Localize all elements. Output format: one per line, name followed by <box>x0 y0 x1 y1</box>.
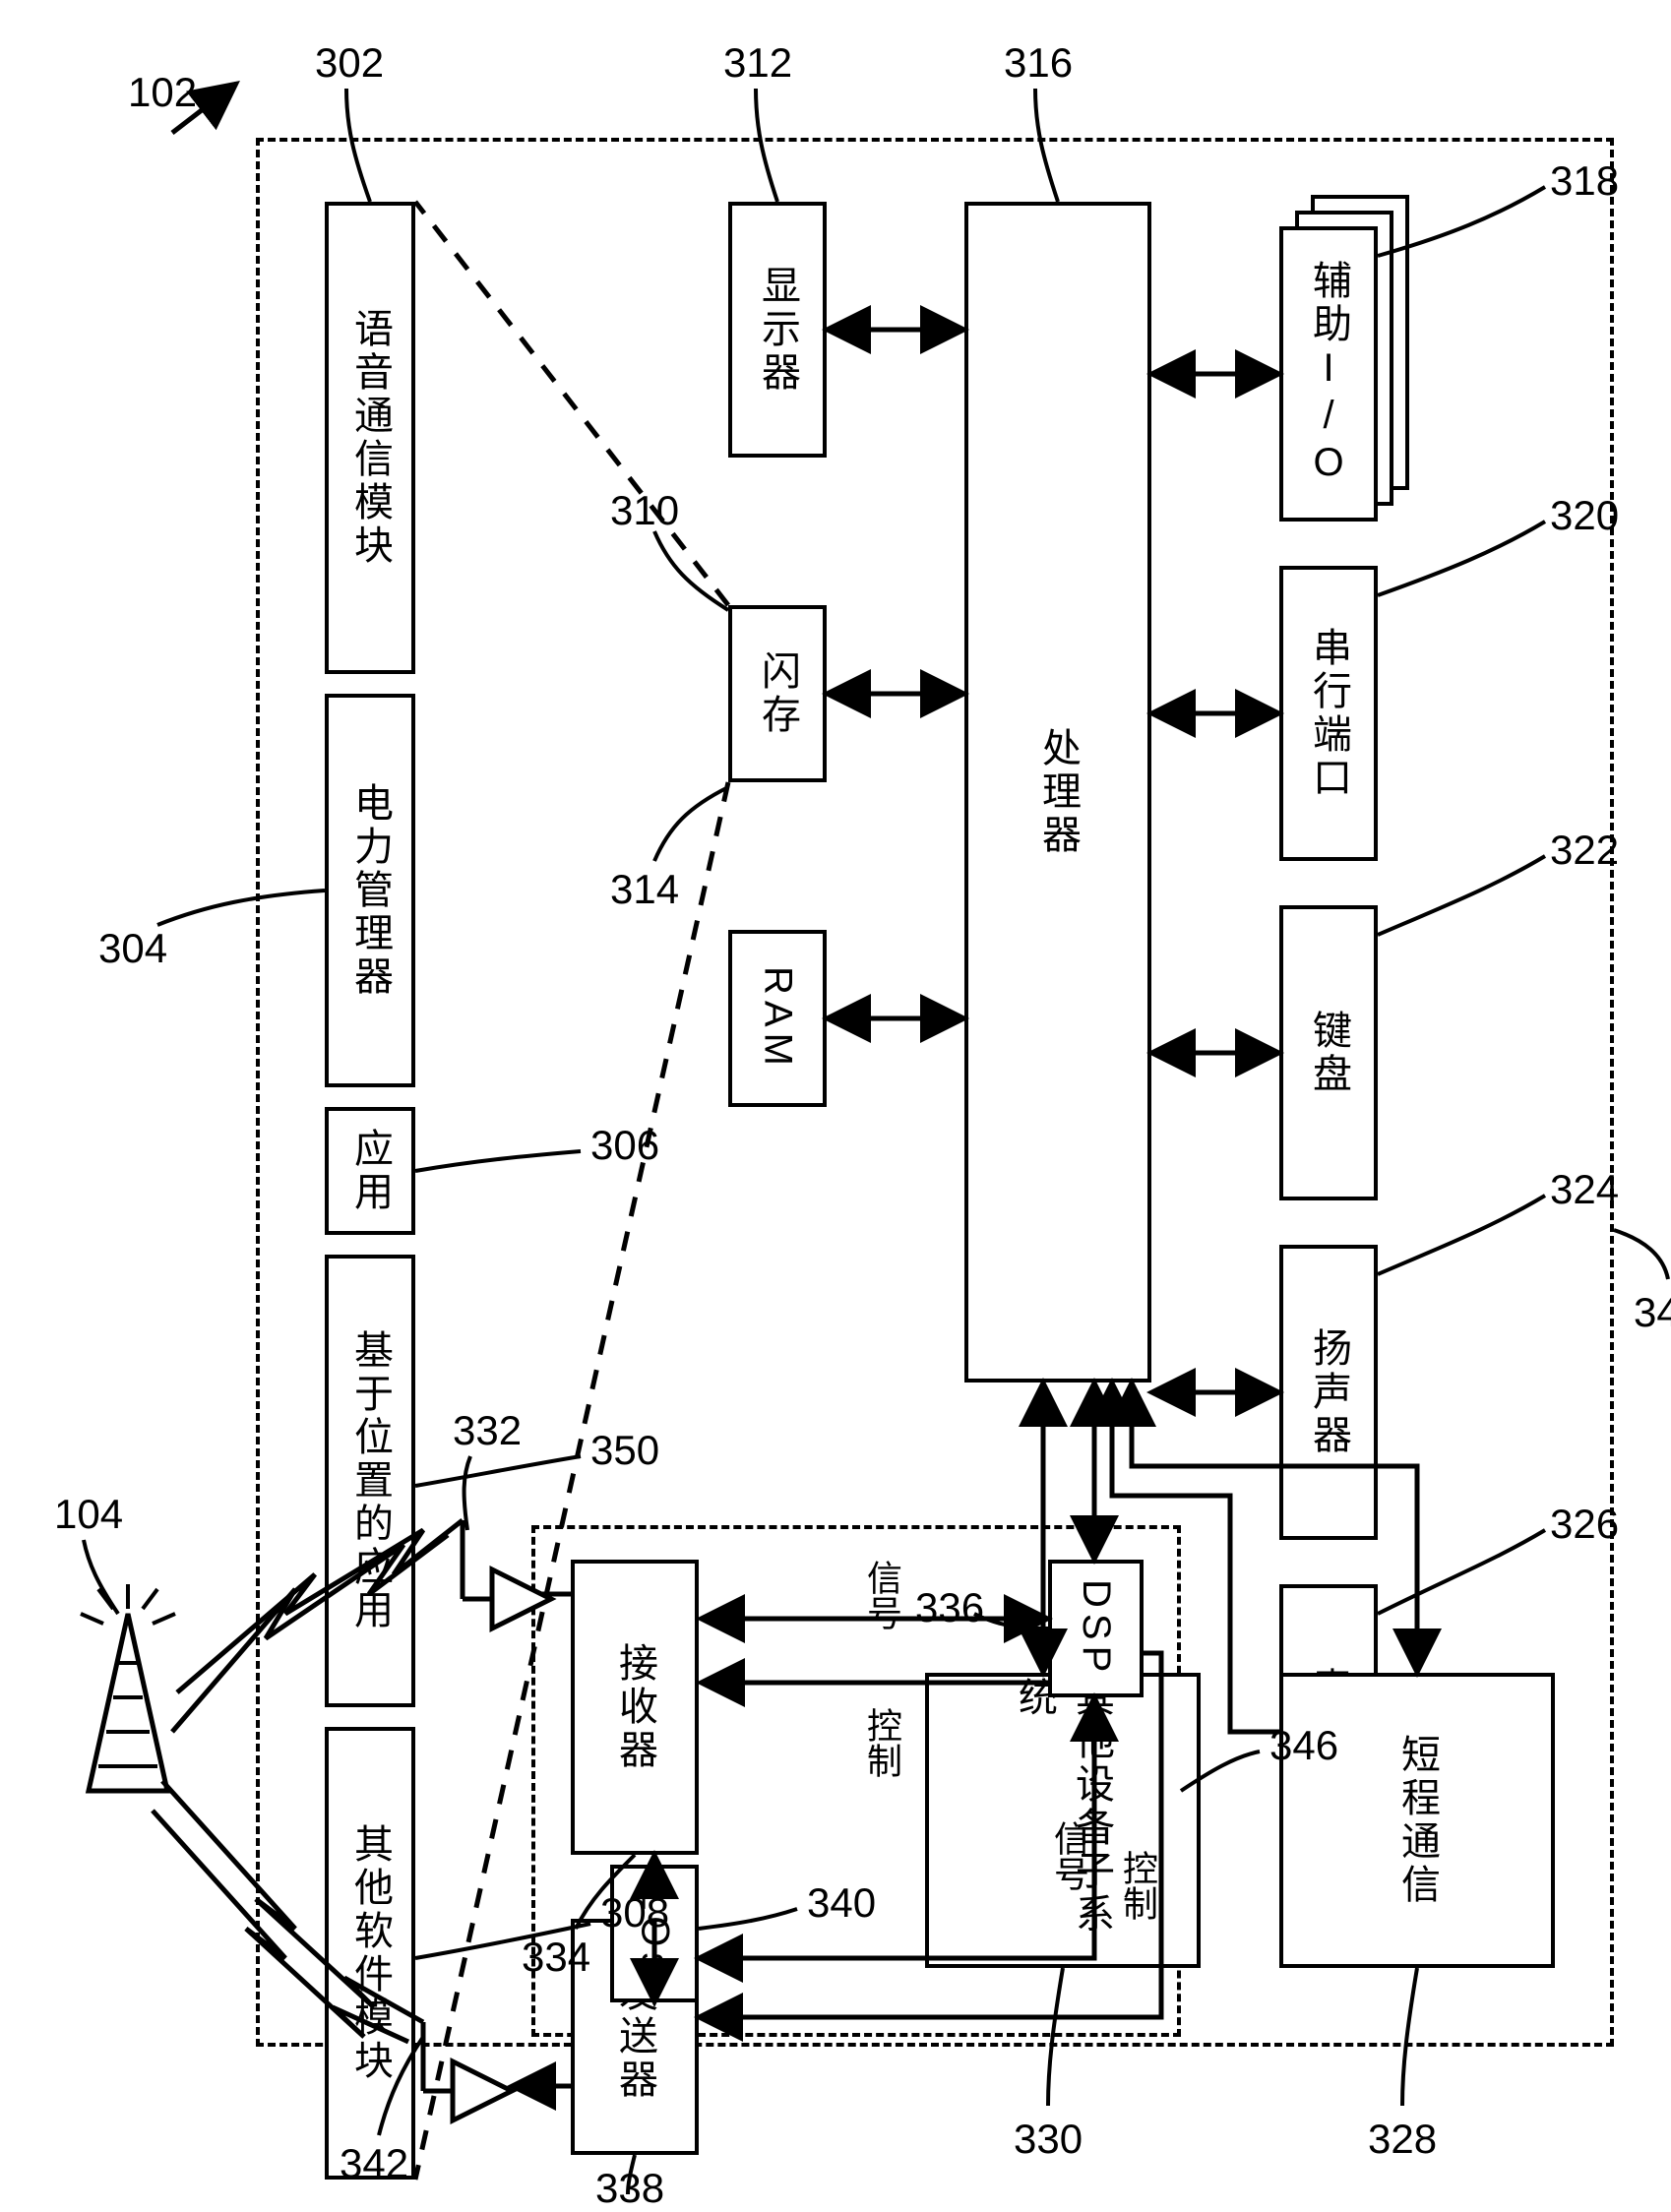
ref-330: 330 <box>1014 2116 1083 2163</box>
serial-label: 串行端口 <box>1300 627 1357 800</box>
other-label: 其他软件模块 <box>341 1823 399 2083</box>
figure-ref: 102 <box>128 69 197 116</box>
flash-label: 闪存 <box>749 650 806 737</box>
signal-label-2: 信号 <box>1043 1820 1094 1891</box>
voice-block: 语音通信模块 <box>325 202 415 674</box>
spk-label: 扬声器 <box>1300 1327 1357 1457</box>
flash-block: 闪存 <box>728 605 827 782</box>
control-label-2: 控制 <box>1112 1850 1163 1921</box>
kbd-label: 键盘 <box>1300 1010 1357 1096</box>
ref-350: 350 <box>590 1427 659 1474</box>
ref-104: 104 <box>54 1491 123 1538</box>
short-block: 短程通信 <box>1279 1673 1555 1968</box>
ref-328: 328 <box>1368 2116 1437 2163</box>
ram-label: RAM <box>756 966 800 1072</box>
loc-block: 基于位置的应用 <box>325 1255 415 1707</box>
dsp-block: DSP <box>1048 1560 1144 1697</box>
ref-308: 308 <box>600 1889 669 1936</box>
ref-336: 336 <box>915 1584 984 1631</box>
ref-334: 334 <box>522 1934 590 1981</box>
loc-label: 基于位置的应用 <box>341 1329 399 1632</box>
ref-310: 310 <box>610 487 679 534</box>
ref-322: 322 <box>1550 827 1619 874</box>
aux-label: 辅助I/O <box>1300 260 1357 488</box>
ref-320: 320 <box>1550 492 1619 539</box>
ref-346: 346 <box>1269 1722 1338 1769</box>
processor-label: 处理器 <box>1029 727 1086 857</box>
ref-332: 332 <box>453 1407 522 1454</box>
kbd-block: 键盘 <box>1279 905 1378 1200</box>
dsp-label: DSP <box>1074 1579 1118 1678</box>
processor-block: 处理器 <box>964 202 1151 1382</box>
serial-block: 串行端口 <box>1279 566 1378 861</box>
spk-block: 扬声器 <box>1279 1245 1378 1540</box>
ref-340: 340 <box>807 1879 876 1927</box>
receiver-label: 接收器 <box>606 1642 663 1772</box>
ref-318: 318 <box>1550 157 1619 205</box>
ref-314: 314 <box>610 866 679 913</box>
diagram-canvas: 102 处理器 语音通信模块电力管理器应用基于位置的应用其他软件模块 显示器闪存… <box>0 0 1671 2208</box>
apps-block: 应用 <box>325 1107 415 1235</box>
ref-312: 312 <box>723 39 792 87</box>
ref-316: 316 <box>1004 39 1073 87</box>
ram-block: RAM <box>728 930 827 1107</box>
other-block: 其他软件模块 <box>325 1727 415 2180</box>
ref-306: 306 <box>590 1122 659 1169</box>
signal-label-1: 信号 <box>856 1560 907 1630</box>
voice-label: 语音通信模块 <box>341 308 399 568</box>
ref-324: 324 <box>1550 1166 1619 1213</box>
aux-block: 辅助I/O <box>1279 226 1378 522</box>
display-label: 显示器 <box>749 265 806 395</box>
ref-302: 302 <box>315 39 384 87</box>
ref-338: 338 <box>595 2165 664 2212</box>
ref-304: 304 <box>98 925 167 972</box>
control-label-1: 控制 <box>856 1707 907 1778</box>
ref-326: 326 <box>1550 1501 1619 1548</box>
power-label: 电力管理器 <box>341 782 399 999</box>
base-station-icon <box>81 1584 175 1791</box>
receiver-block: 接收器 <box>571 1560 699 1855</box>
power-block: 电力管理器 <box>325 694 415 1087</box>
display-block: 显示器 <box>728 202 827 458</box>
apps-label: 应用 <box>341 1128 399 1214</box>
ref-342: 342 <box>340 2140 408 2187</box>
short-label: 短程通信 <box>1389 1734 1446 1907</box>
ref-344: 344 <box>1634 1289 1671 1336</box>
